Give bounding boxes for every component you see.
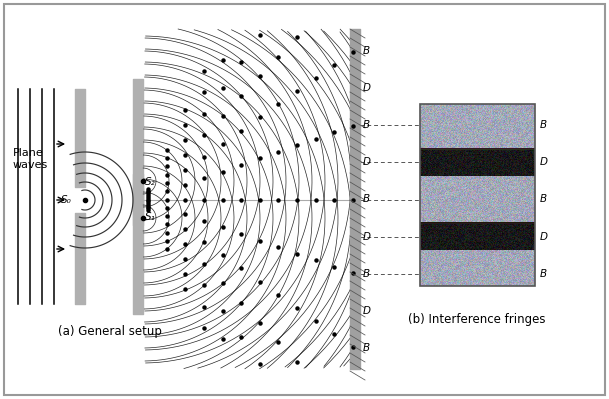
Text: B: B [540,194,547,205]
Text: B: B [363,45,370,55]
Text: S₂: S₂ [145,177,156,187]
Text: B: B [540,120,547,130]
Text: B: B [540,269,547,279]
Bar [420,104,535,286]
Text: B: B [363,344,370,354]
Text: D: D [363,83,371,93]
Text: B: B [363,194,370,205]
Text: B: B [363,120,370,130]
Text: S₁: S₁ [145,212,156,222]
Text: (a) General setup: (a) General setup [58,324,162,338]
Text: D: D [540,157,548,167]
Text: S₀: S₀ [62,195,72,205]
Text: D: D [363,157,371,167]
Text: B: B [363,269,370,279]
Text: D: D [363,306,371,316]
Text: (b) Interference fringes: (b) Interference fringes [408,312,546,326]
Text: D: D [363,232,371,242]
Text: Plane
waves: Plane waves [13,148,48,170]
Text: D: D [540,232,548,242]
